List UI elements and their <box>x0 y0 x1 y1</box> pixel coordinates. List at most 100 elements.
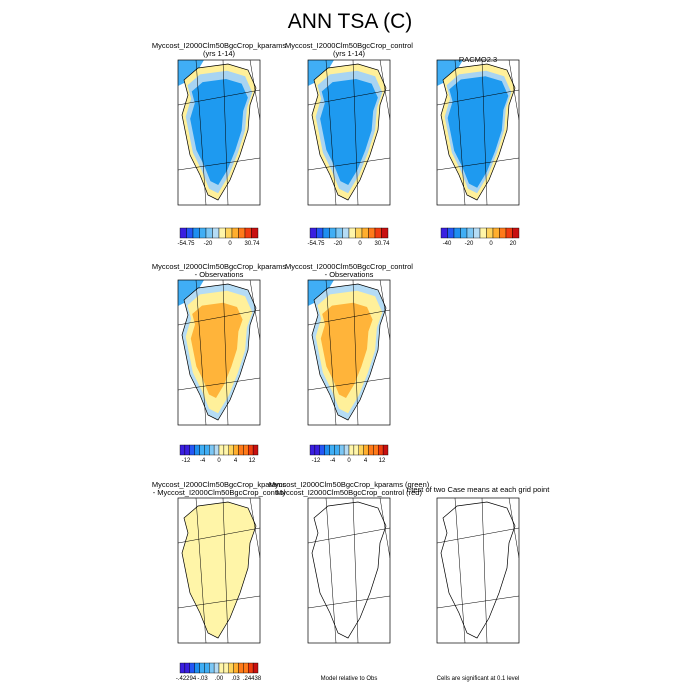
graticule <box>454 498 466 643</box>
colorbar-label: -20 <box>204 241 213 247</box>
colorbar-box <box>363 444 369 456</box>
colorbar-label: -20 <box>334 241 343 247</box>
graticule <box>178 157 260 171</box>
colorbar-box <box>213 444 220 456</box>
graticule <box>308 157 390 171</box>
colorbar-label: .24438 <box>243 676 262 682</box>
colorbar-box <box>204 444 210 456</box>
colorbar-box <box>243 444 249 456</box>
colorbar-box <box>213 662 220 674</box>
colorbar-box <box>179 662 186 674</box>
colorbar-box <box>199 444 205 456</box>
colorbar-box <box>368 444 374 456</box>
colorbar-box <box>512 227 520 239</box>
colorbar-box <box>218 227 226 239</box>
colorbar-box <box>179 444 186 456</box>
colorbar-box <box>252 444 259 456</box>
colorbar-box <box>309 227 317 239</box>
colorbar-box <box>233 662 239 674</box>
colorbar-label: 12 <box>379 458 386 464</box>
panel-title: - Observations <box>325 270 374 279</box>
panel-title: t-test of two Case means at each grid po… <box>407 485 550 494</box>
graticule <box>222 280 229 425</box>
graticule <box>308 377 390 391</box>
colorbar-box <box>368 227 376 239</box>
colorbar-box <box>248 444 254 456</box>
colorbar-label: -.42294 <box>176 676 197 682</box>
colorbar-box <box>186 227 194 239</box>
colorbar-box <box>334 444 340 456</box>
colorbar-box <box>238 227 246 239</box>
colorbar-box <box>440 227 448 239</box>
graticule <box>352 60 359 205</box>
graticule <box>437 89 519 106</box>
panel-title: (yrs 1-14) <box>203 49 236 58</box>
panel-title: Myccost_I2000Clm50BgcCrop_control (red) <box>276 488 422 497</box>
colorbar-label: 0 <box>228 241 232 247</box>
colorbar-box <box>358 444 364 456</box>
colorbar-box <box>314 444 320 456</box>
colorbar-box <box>319 444 325 456</box>
map-panel <box>307 279 391 426</box>
graticule <box>178 527 260 544</box>
colorbar-box <box>381 227 389 239</box>
graticule <box>481 60 488 205</box>
colorbar-box <box>324 444 330 456</box>
colorbar-box <box>492 227 500 239</box>
colorbar-box <box>316 227 324 239</box>
colorbar-box <box>228 444 234 456</box>
colorbar-box <box>343 444 350 456</box>
graticule <box>379 280 390 341</box>
colorbar-box <box>223 444 229 456</box>
panel-title: - Observations <box>195 270 244 279</box>
colorbar-box <box>243 662 249 674</box>
colorbar-label: 30.74 <box>244 241 260 247</box>
graticule <box>437 157 519 171</box>
map-panel <box>177 59 261 206</box>
footer-note: Model relative to Obs <box>321 676 378 682</box>
panel-title: Myccost_I2000Clm50BgcCrop_kparams <box>152 41 286 50</box>
map-content <box>178 60 260 205</box>
graticule <box>437 595 519 609</box>
colorbar-box <box>194 662 200 674</box>
colorbar-label: -.03 <box>197 676 208 682</box>
graticule <box>379 498 390 559</box>
colorbar-box <box>353 444 359 456</box>
colorbar-box <box>322 227 330 239</box>
colorbar-box <box>329 444 335 456</box>
colorbar-box <box>179 227 187 239</box>
colorbar-box <box>373 444 379 456</box>
graticule <box>178 595 260 609</box>
colorbar-label: .03 <box>231 676 240 682</box>
graticule <box>195 280 207 425</box>
colorbar-label: -54.75 <box>307 241 325 247</box>
colorbar-box <box>505 227 513 239</box>
colorbar-box <box>218 444 225 456</box>
graticule <box>195 498 207 643</box>
graticule <box>325 60 337 205</box>
graticule <box>325 498 337 643</box>
graticule <box>222 60 229 205</box>
panel-title: (yrs 1-14) <box>333 49 366 58</box>
colorbar-label: 4 <box>364 458 368 464</box>
panel-title: Myccost_I2000Clm50BgcCrop_control <box>285 41 413 50</box>
colorbar-box <box>233 444 239 456</box>
colorbar-box <box>199 662 205 674</box>
colorbar-label: 20 <box>510 241 517 247</box>
panel-title: RACMO2.3 <box>459 55 497 64</box>
colorbar-label: 0 <box>358 241 362 247</box>
panel-title: Myccost_I2000Clm50BgcCrop_kparams (green… <box>269 480 430 489</box>
colorbar-box <box>184 662 190 674</box>
colorbar-box <box>225 227 233 239</box>
colorbar-label: -40 <box>443 241 452 247</box>
colorbar-label: 12 <box>249 458 256 464</box>
colorbar-box <box>231 227 239 239</box>
colorbar-box <box>192 227 200 239</box>
graticule <box>454 60 466 205</box>
colorbar-box <box>348 227 356 239</box>
panel-title: - Myccost_I2000Clm50BgcCrop_control <box>153 488 286 497</box>
colorbar-label: -12 <box>312 458 321 464</box>
colorbar-label: 30.74 <box>374 241 390 247</box>
graticule <box>178 309 260 326</box>
colorbar-box <box>382 444 389 456</box>
